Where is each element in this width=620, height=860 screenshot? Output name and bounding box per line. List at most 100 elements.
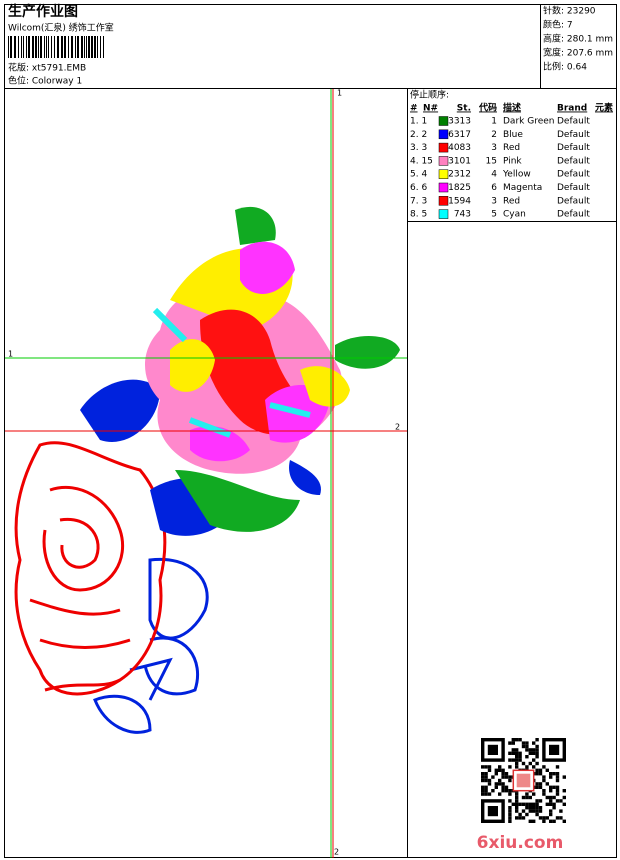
qr-cell	[481, 785, 485, 789]
barcode-bar	[18, 36, 19, 58]
qr-cell	[498, 765, 502, 769]
qr-cell	[508, 758, 512, 762]
qr-cell	[508, 819, 512, 823]
barcode-bar	[28, 36, 30, 58]
qr-cell	[515, 799, 519, 803]
qr-finder	[487, 806, 498, 817]
qr-cell	[555, 792, 560, 796]
column-header: N#	[423, 104, 438, 114]
qr-cell	[508, 806, 512, 810]
qr-cell	[528, 751, 532, 755]
qr-cell	[525, 748, 529, 752]
qr-cell	[538, 816, 543, 820]
barcode-bar	[91, 36, 93, 58]
qr-cell	[501, 789, 505, 793]
row-seq: 1. 1	[410, 117, 427, 127]
qr-cell	[549, 772, 553, 776]
qr-cell	[545, 768, 549, 772]
qr-cell	[525, 765, 529, 769]
qr-cell	[518, 816, 522, 820]
qr-cell	[515, 809, 519, 813]
row-stitches: 2312	[448, 170, 471, 180]
qr-cell	[484, 792, 488, 796]
qr-cell	[532, 765, 536, 769]
qr-cell	[545, 782, 549, 786]
qr-cell	[555, 775, 560, 779]
row-code: 3	[491, 143, 497, 153]
barcode-bar	[21, 36, 22, 58]
row-brand: Default	[557, 170, 590, 180]
qr-cell	[515, 795, 519, 800]
qr-cell	[521, 802, 526, 806]
row-seq: 8. 5	[410, 210, 427, 220]
column-header: 代码	[478, 102, 497, 114]
qr-cell	[501, 785, 505, 789]
qr-cell	[525, 812, 529, 817]
qr-cell	[515, 751, 519, 755]
qr-cell	[538, 772, 543, 776]
barcode-bar	[94, 36, 96, 58]
qr-cell	[525, 806, 529, 810]
qr-cell	[528, 761, 532, 766]
qr-cell	[498, 768, 502, 772]
qr-finder	[487, 744, 498, 755]
qr-cell	[481, 792, 485, 796]
row-stitches: 743	[454, 210, 471, 220]
row-description: Yellow	[502, 170, 531, 180]
company: Wilcom(汇泉) 绣饰工作室	[8, 22, 114, 34]
column-header: 描述	[503, 102, 521, 114]
qr-code	[481, 738, 567, 824]
qr-cell	[562, 819, 566, 823]
column-header: St.	[457, 104, 471, 114]
qr-cell	[525, 741, 529, 745]
barcode-bar	[84, 36, 85, 58]
row-brand: Default	[557, 117, 590, 127]
qr-cell	[535, 748, 539, 752]
qr-cell	[508, 741, 512, 745]
row-code: 15	[486, 156, 497, 166]
qr-cell	[518, 738, 522, 742]
qr-cell	[525, 744, 529, 749]
qr-cell	[545, 816, 549, 820]
qr-cell	[552, 772, 556, 776]
barcode-bar	[81, 36, 83, 58]
qr-cell	[528, 806, 532, 810]
qr-cell	[562, 789, 566, 793]
qr-cell	[504, 772, 509, 776]
qr-cell	[494, 782, 498, 786]
info-item: 比例: 0.64	[543, 61, 587, 73]
qr-cell	[525, 755, 529, 759]
barcode-bar	[103, 36, 104, 58]
color-swatch	[438, 182, 449, 193]
qr-cell	[511, 738, 515, 742]
info-item: 针数: 23290	[543, 5, 596, 17]
row-seq: 7. 3	[410, 196, 427, 206]
qr-cell	[508, 799, 512, 803]
qr-cell	[549, 785, 553, 789]
qr-cell	[518, 802, 522, 806]
qr-cell	[511, 802, 515, 806]
qr-cell	[521, 795, 526, 800]
qr-cell	[552, 819, 556, 823]
qr-cell	[484, 772, 488, 776]
qr-cell	[552, 785, 556, 789]
qr-cell	[545, 802, 549, 806]
embroidery-design	[14, 206, 400, 734]
qr-cell	[552, 802, 556, 806]
qr-cell	[562, 795, 566, 800]
barcode-bar	[77, 36, 79, 58]
qr-cell	[555, 778, 560, 783]
qr-cell	[511, 751, 515, 755]
qr-cell	[494, 768, 498, 772]
qr-cell	[481, 772, 485, 776]
qr-cell	[532, 792, 536, 796]
qr-cell	[504, 785, 509, 789]
qr-logo	[516, 773, 531, 788]
color-swatch	[438, 116, 449, 126]
qr-cell	[484, 765, 488, 769]
row-seq: 3. 3	[410, 143, 427, 153]
qr-cell	[535, 751, 539, 755]
qr-cell	[542, 816, 546, 820]
colorway: 色位: Colorway 1	[8, 75, 82, 87]
barcode-bar	[86, 36, 87, 58]
